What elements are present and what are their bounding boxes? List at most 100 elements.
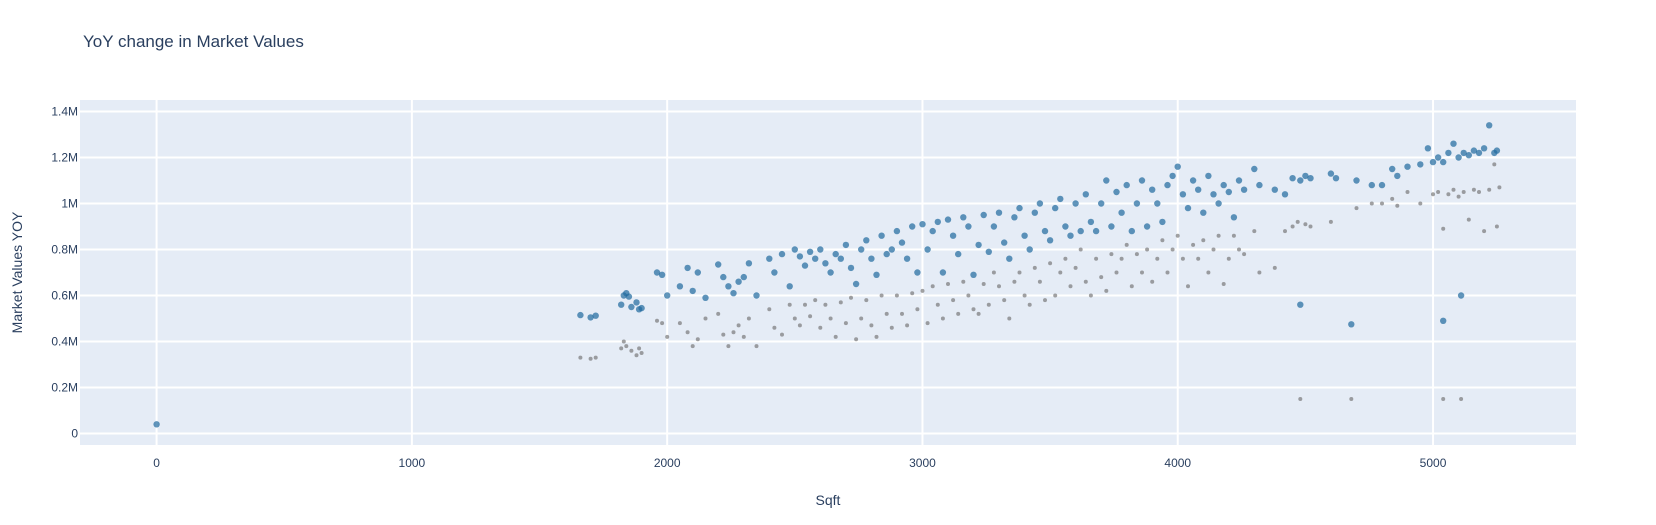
data-point-previous [1037, 279, 1042, 284]
data-point-previous [690, 344, 695, 349]
data-point-previous [660, 321, 665, 326]
data-point-current [868, 255, 875, 262]
data-point-current [771, 269, 778, 276]
data-point-previous [905, 323, 910, 328]
data-point-current [1210, 191, 1217, 198]
data-point-current [1297, 177, 1304, 184]
data-point-current [1493, 147, 1501, 154]
data-point-previous [1369, 201, 1374, 206]
data-point-previous [864, 298, 869, 303]
data-point-previous [1017, 270, 1022, 275]
data-point-previous [1022, 293, 1027, 298]
data-point-previous [1109, 252, 1114, 257]
data-point-current [153, 421, 160, 428]
data-point-current [832, 250, 839, 258]
data-point-previous [1068, 284, 1073, 289]
data-point-current [684, 264, 691, 272]
data-point-previous [976, 311, 981, 316]
data-point-current [1041, 227, 1049, 235]
data-point-current [837, 255, 844, 262]
data-point-current [1465, 152, 1473, 159]
data-point-previous [1175, 233, 1180, 238]
data-point-current [1251, 165, 1258, 173]
x-tick-label: 0 [153, 456, 160, 470]
data-point-previous [1160, 238, 1165, 243]
data-point-current [786, 283, 793, 290]
data-point-previous [1073, 265, 1078, 270]
data-point-current [1424, 145, 1432, 152]
data-point-previous [1053, 293, 1058, 298]
data-point-previous [961, 279, 966, 284]
data-point-current [694, 269, 701, 276]
data-point-previous [930, 284, 935, 289]
data-point-current [1327, 170, 1335, 177]
data-point-previous [956, 311, 961, 316]
data-point-current [1082, 191, 1090, 198]
data-point-previous [1048, 261, 1053, 266]
data-point-current [1445, 149, 1452, 157]
data-point-current [919, 221, 926, 228]
data-point-current [1184, 204, 1192, 212]
data-point-current [1026, 246, 1033, 253]
data-point-current [939, 269, 947, 276]
data-point-current [985, 248, 992, 255]
data-point-current [1092, 227, 1100, 235]
data-point-current [1046, 237, 1054, 244]
data-point-previous [1242, 252, 1247, 257]
data-point-previous [1155, 256, 1160, 261]
data-point-previous [1032, 265, 1037, 270]
data-point-previous [1012, 279, 1017, 284]
data-point-previous [1043, 298, 1047, 303]
data-point-current [847, 264, 855, 272]
data-point-current [735, 278, 742, 285]
data-point-current [1440, 158, 1447, 166]
data-point-previous [951, 298, 956, 303]
data-point-previous [588, 356, 593, 361]
data-point-previous [1027, 302, 1032, 307]
x-tick-label: 1000 [399, 456, 426, 470]
data-point-current [1220, 181, 1227, 189]
data-point-current [842, 241, 850, 249]
data-point-previous [1487, 187, 1492, 192]
data-point-previous [1150, 279, 1155, 284]
data-point-previous [1405, 190, 1410, 194]
data-point-current [1429, 158, 1437, 166]
data-point-previous [1196, 256, 1201, 261]
y-tick-label: 0.8M [51, 243, 78, 257]
data-point-current [888, 246, 895, 253]
data-point-current [1475, 149, 1483, 157]
data-point-current [1348, 321, 1355, 328]
data-point-previous [1349, 397, 1354, 401]
data-point-current [1205, 172, 1212, 180]
data-point-previous [859, 316, 864, 321]
data-point-current [1256, 181, 1263, 189]
data-point-previous [685, 330, 690, 335]
data-point-previous [894, 293, 899, 298]
data-point-current [970, 271, 977, 278]
data-point-previous [797, 323, 802, 328]
data-point-previous [731, 330, 736, 335]
data-point-previous [981, 282, 986, 286]
data-point-previous [637, 346, 642, 351]
data-point-previous [1482, 229, 1487, 234]
data-point-previous [1272, 265, 1277, 270]
series-previous [578, 162, 1502, 401]
data-point-previous [1180, 256, 1185, 261]
data-point-previous [1211, 247, 1216, 252]
data-point-previous [1446, 192, 1451, 197]
data-point-previous [1201, 238, 1206, 243]
data-point-current [914, 269, 921, 276]
data-point-previous [1252, 229, 1257, 234]
data-point-current [1036, 200, 1044, 207]
x-tick-label: 2000 [654, 456, 681, 470]
data-point-current [1225, 188, 1233, 196]
data-point-current [1450, 140, 1457, 147]
data-point-current [1457, 292, 1465, 299]
data-point-current [664, 292, 671, 299]
data-point-previous [1083, 279, 1088, 284]
y-tick-label: 0.4M [51, 335, 78, 349]
data-point-previous [1237, 247, 1241, 252]
data-point-previous [1226, 256, 1231, 261]
data-point-previous [986, 302, 991, 307]
